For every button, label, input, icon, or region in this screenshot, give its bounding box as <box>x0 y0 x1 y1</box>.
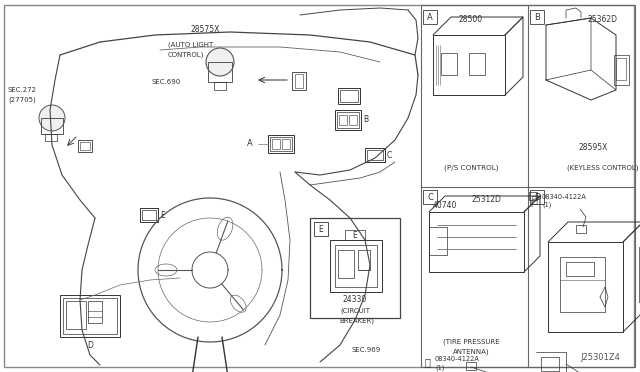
Bar <box>433 35 505 95</box>
Bar <box>330 240 382 292</box>
Bar <box>616 58 626 80</box>
Text: (AUTO LIGHT: (AUTO LIGHT <box>168 42 213 48</box>
Text: (P/S CONTROL): (P/S CONTROL) <box>444 165 499 171</box>
Bar <box>421 5 635 367</box>
Bar <box>208 62 232 82</box>
Text: B: B <box>534 13 540 22</box>
Text: C: C <box>387 151 392 160</box>
Circle shape <box>39 105 65 131</box>
Bar <box>310 218 400 318</box>
Text: 40740: 40740 <box>433 201 458 209</box>
Text: (CIRCUIT: (CIRCUIT <box>340 308 370 314</box>
Text: (1): (1) <box>435 365 444 371</box>
Bar <box>338 88 360 104</box>
Text: 28575X: 28575X <box>190 26 220 35</box>
Bar <box>80 142 90 150</box>
Bar <box>292 72 306 90</box>
Text: D: D <box>534 192 540 202</box>
Bar <box>140 208 158 222</box>
Bar <box>367 150 383 160</box>
Text: A: A <box>247 140 253 148</box>
Text: SEC.690: SEC.690 <box>152 79 181 85</box>
Bar <box>270 137 292 151</box>
Bar <box>282 139 290 149</box>
Text: B: B <box>363 115 368 125</box>
Text: E: E <box>353 231 357 241</box>
Text: 24330: 24330 <box>343 295 367 305</box>
Text: (27705): (27705) <box>8 97 36 103</box>
Bar <box>63 298 117 334</box>
Bar <box>45 134 57 141</box>
Bar <box>314 222 328 236</box>
Text: Ⓢ: Ⓢ <box>425 357 431 367</box>
Text: SEC.272: SEC.272 <box>8 87 37 93</box>
Bar <box>60 295 120 337</box>
Text: SEC.969: SEC.969 <box>352 347 381 353</box>
Bar <box>576 225 586 233</box>
Text: 08340-4122A: 08340-4122A <box>435 356 480 362</box>
Bar <box>340 90 358 102</box>
Text: Ⓢ: Ⓢ <box>532 194 538 204</box>
Bar <box>214 82 226 90</box>
Text: C: C <box>427 192 433 202</box>
Text: (TIRE PRESSURE: (TIRE PRESSURE <box>443 339 499 345</box>
Text: BREAKER): BREAKER) <box>339 318 374 324</box>
Bar <box>365 148 385 162</box>
Bar <box>548 242 623 332</box>
Bar <box>78 140 92 152</box>
Bar <box>429 227 447 255</box>
Bar <box>530 190 544 204</box>
Text: (1): (1) <box>542 202 552 208</box>
Bar <box>345 230 365 240</box>
Bar <box>529 192 537 200</box>
Bar <box>268 135 294 153</box>
Text: ANTENNA): ANTENNA) <box>452 349 490 355</box>
Bar <box>566 262 594 276</box>
Bar <box>142 210 156 220</box>
Bar <box>272 139 280 149</box>
Bar <box>423 10 437 24</box>
Text: D: D <box>87 340 93 350</box>
Text: CONTROL): CONTROL) <box>168 52 204 58</box>
Text: 28500: 28500 <box>459 16 483 25</box>
Bar <box>469 53 485 75</box>
Bar <box>88 301 102 323</box>
Text: 25362D: 25362D <box>588 16 618 25</box>
Bar <box>335 110 361 130</box>
Bar <box>337 112 359 128</box>
Bar <box>560 257 605 312</box>
Bar <box>639 247 640 302</box>
Text: A: A <box>427 13 433 22</box>
Text: E: E <box>319 224 323 234</box>
Bar <box>441 53 457 75</box>
Text: E: E <box>160 211 164 219</box>
Bar <box>349 115 357 125</box>
Text: J25301Z4: J25301Z4 <box>580 353 620 362</box>
Bar <box>339 115 347 125</box>
Text: 25312D: 25312D <box>471 195 501 203</box>
Bar <box>295 74 303 88</box>
Bar <box>358 250 370 270</box>
Bar <box>338 250 354 278</box>
Text: 08340-4122A: 08340-4122A <box>542 194 587 200</box>
Bar <box>335 245 377 287</box>
Bar <box>614 55 629 85</box>
Text: (KEYLESS CONTROL): (KEYLESS CONTROL) <box>567 165 639 171</box>
Circle shape <box>206 48 234 76</box>
Bar <box>429 212 524 272</box>
Bar <box>541 357 559 371</box>
Bar <box>423 190 437 204</box>
Bar <box>66 301 86 329</box>
Bar <box>530 10 544 24</box>
Text: 28595X: 28595X <box>579 144 608 153</box>
Bar <box>41 118 63 134</box>
Bar <box>466 362 476 370</box>
